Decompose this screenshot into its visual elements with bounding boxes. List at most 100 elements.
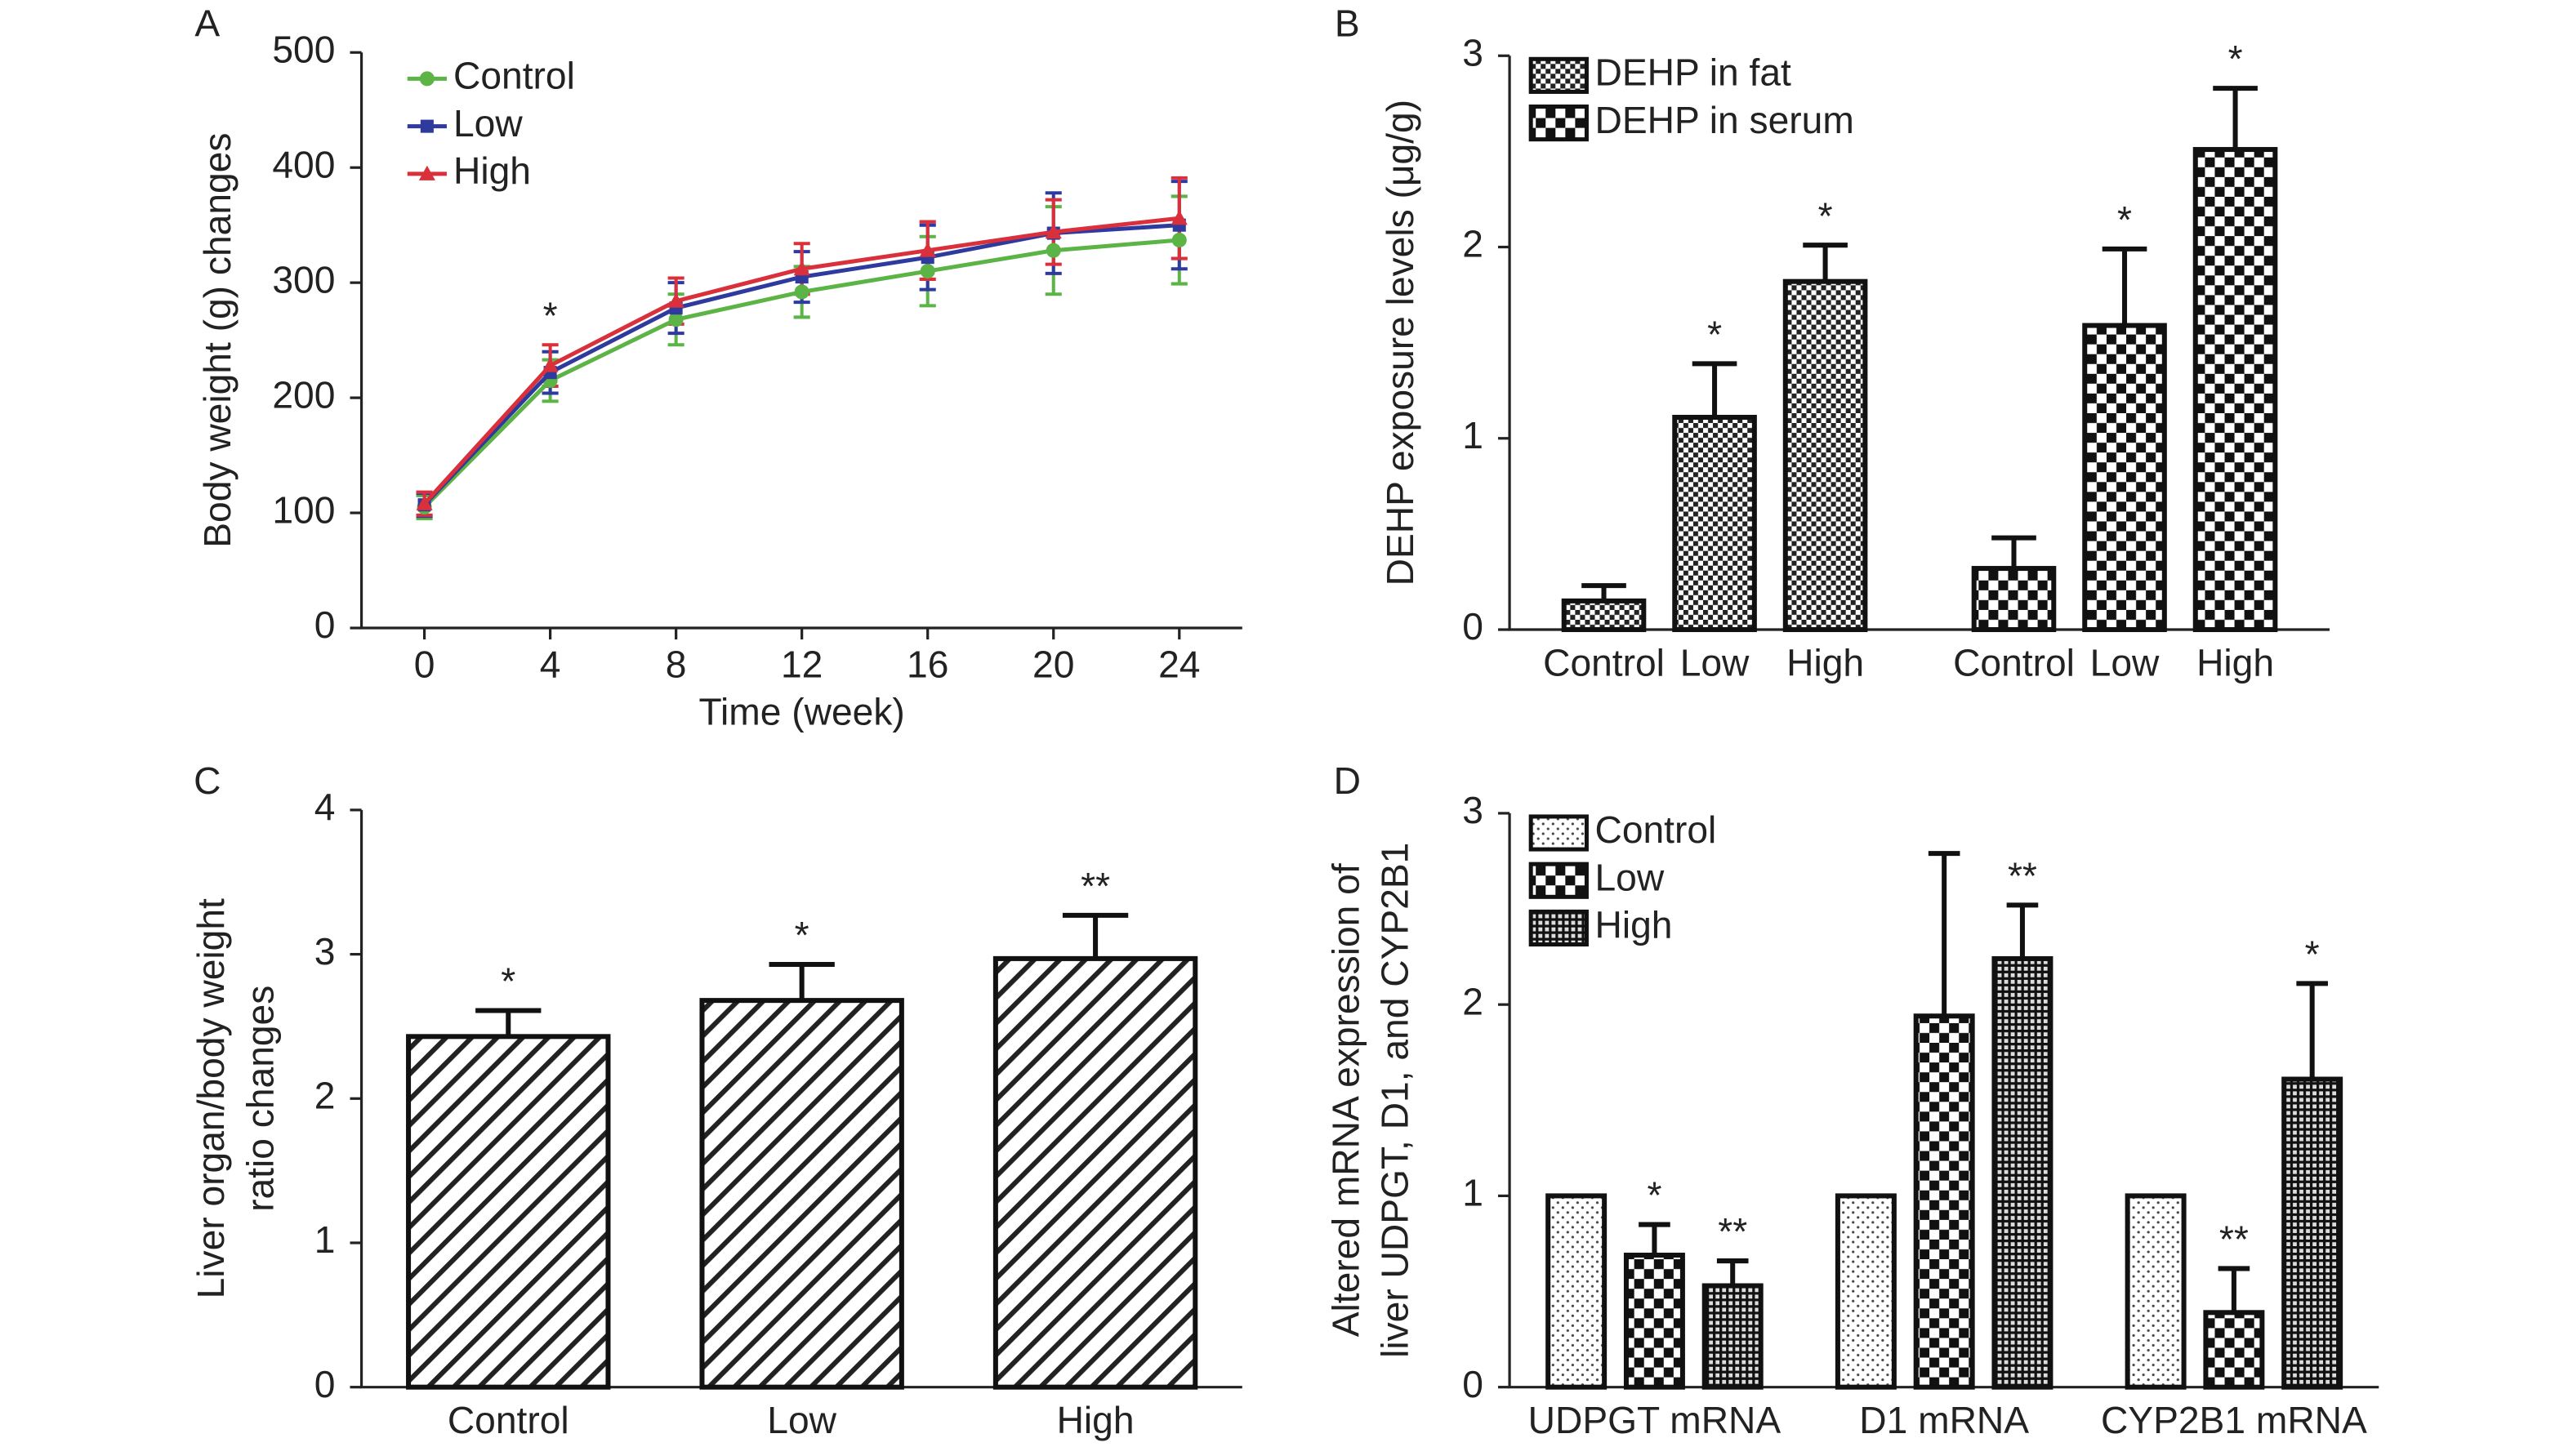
y-tick-label: 3: [1462, 31, 1483, 73]
point: [794, 284, 809, 300]
x-tick-label: 8: [666, 643, 687, 685]
bar: [1971, 566, 2057, 633]
x-tick-label: High: [1786, 641, 1864, 683]
annotation: **: [2008, 854, 2037, 897]
error-bar: [2006, 902, 2039, 959]
x-tick-label: 12: [781, 643, 823, 685]
annotation: *: [1647, 1174, 1661, 1217]
y-tick-label: 0: [314, 1363, 336, 1405]
legend-marker: [418, 165, 435, 180]
bar: [1913, 1013, 1975, 1390]
bar: [992, 955, 1198, 1390]
x-tick-label: 24: [1158, 643, 1200, 685]
bar: [1623, 1253, 1685, 1390]
annotation: **: [2219, 1218, 2249, 1261]
x-tick-label: Low: [767, 1399, 836, 1441]
y-tick-label: 1: [1462, 414, 1483, 456]
annotation: **: [1718, 1210, 1747, 1253]
point: [1171, 210, 1188, 225]
x-tick-label: Control: [1543, 641, 1665, 683]
bar: [1545, 1193, 1608, 1390]
legend-label: DEHP in fat: [1594, 51, 1791, 94]
bar: [2281, 1076, 2343, 1390]
point: [1171, 232, 1187, 248]
error-bar: [2296, 981, 2328, 1080]
legend-label: High: [1594, 904, 1672, 946]
x-tick-label: CYP2B1 mRNA: [2101, 1399, 2367, 1441]
point: [920, 264, 935, 279]
panel-label: D: [1334, 759, 1361, 802]
bar: [699, 998, 904, 1390]
annotation: *: [2228, 38, 2243, 80]
x-tick-label: Low: [1680, 641, 1750, 683]
bar: [1561, 598, 1647, 633]
annotation: *: [1707, 313, 1722, 355]
point: [1045, 224, 1062, 239]
error-bar: [1928, 851, 1960, 1017]
bar: [2125, 1193, 2187, 1390]
legend-label: Low: [1594, 856, 1664, 898]
y-tick-label: 400: [272, 143, 335, 185]
x-tick-label: Control: [448, 1399, 569, 1441]
error-bar: [2218, 1266, 2250, 1313]
y-tick-label: 3: [1462, 789, 1483, 831]
point: [668, 312, 684, 327]
y-tick-label: 0: [1462, 1363, 1483, 1405]
y-tick-label: 200: [272, 373, 335, 416]
x-tick-label: 4: [540, 643, 561, 685]
bar: [1782, 278, 1868, 633]
x-tick-label: 20: [1032, 643, 1074, 685]
x-tick-label: D1 mRNA: [1859, 1399, 2029, 1441]
error-bar: [1803, 243, 1848, 282]
bar: [1701, 1283, 1764, 1390]
panel-label: B: [1335, 2, 1360, 44]
point: [667, 292, 684, 308]
point: [416, 495, 433, 510]
legend-label: High: [453, 149, 531, 192]
annotation: **: [1081, 865, 1110, 907]
legend-swatch: [1528, 56, 1589, 94]
error-bar: [1991, 535, 2036, 569]
y-tick-label: 0: [1462, 605, 1483, 648]
y-tick-label: 3: [314, 930, 336, 973]
annotation: *: [1818, 194, 1833, 237]
annotation: *: [501, 960, 515, 1003]
y-tick-label: 2: [1462, 223, 1483, 265]
x-tick-label: 16: [907, 643, 948, 685]
bar: [2203, 1310, 2265, 1390]
y-tick-label: 300: [272, 258, 335, 301]
error-bar: [1639, 1222, 1670, 1256]
y-tick-label: 500: [272, 28, 335, 70]
point: [1046, 243, 1061, 258]
legend-swatch: [1528, 909, 1589, 947]
error-bar: [2102, 246, 2147, 326]
y-tick-label: 2: [1462, 980, 1483, 1022]
legend-label: Control: [1594, 808, 1716, 851]
y-tick-label: 2: [314, 1074, 336, 1116]
bar: [406, 1034, 611, 1390]
error-bar: [1716, 1258, 1749, 1286]
legend-marker: [420, 119, 434, 133]
x-tick-label: Low: [2090, 641, 2160, 683]
point: [793, 260, 810, 276]
error-bar: [769, 961, 835, 1001]
error-bar: [1062, 912, 1129, 959]
panel-label: C: [194, 759, 221, 802]
y-tick-label: 4: [314, 786, 336, 828]
annotation: *: [2117, 198, 2132, 241]
y-tick-label: 0: [314, 603, 336, 646]
x-tick-label: High: [2196, 641, 2274, 683]
annotation: *: [543, 294, 558, 336]
annotation: *: [795, 914, 809, 956]
bar: [1991, 955, 2053, 1390]
y-axis-label: Altered mRNA expression of: [1325, 863, 1367, 1337]
bar: [2082, 323, 2167, 633]
point: [542, 357, 559, 372]
legend-swatch: [1528, 105, 1589, 142]
annotation: *: [2305, 933, 2320, 975]
x-tick-label: High: [1057, 1399, 1135, 1441]
x-tick-label: UDPGT mRNA: [1528, 1399, 1781, 1441]
y-axis-label: Liver organ/body weight: [190, 898, 232, 1298]
